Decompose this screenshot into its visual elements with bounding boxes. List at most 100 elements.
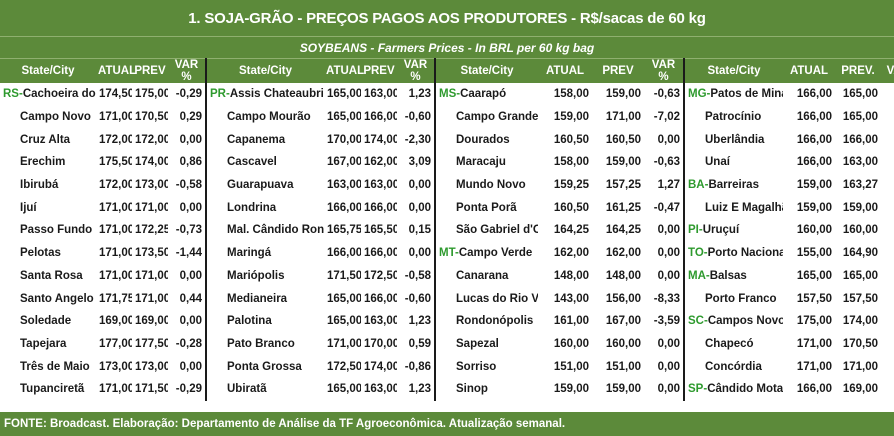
atual-price: 165,00 [327,88,361,101]
atual-price: 175,00 [796,315,832,328]
var-percent: 0,00 [179,133,202,146]
var-percent: -2,30 [404,133,431,146]
source-footer: FONTE: Broadcast. Elaboração: Departamen… [0,412,894,436]
prev-price: 163,00 [364,315,397,328]
city-name: Santa Rosa [20,269,83,282]
atual-price: 165,00 [327,315,361,328]
atual-price: 166,00 [796,156,832,169]
prev-price: 157,50 [842,292,878,305]
atual-price: 164,25 [553,224,589,237]
city-cell: Luiz E Magalhães [683,196,783,220]
prev-price: 161,25 [605,201,641,214]
prev-price: 175,00 [135,88,168,101]
prev-price: 166,00 [364,292,397,305]
city-name: Ponta Grossa [227,360,302,373]
city-cell: BA-Barreiras [683,173,783,197]
header-atual-2: ATUAL [324,58,364,83]
header-city-2: State/City [205,58,324,83]
var-percent: -0,86 [404,360,431,373]
atual-price: 162,00 [553,247,589,260]
city-cell: PR-Assis Chateaubriand [205,83,324,106]
city-name: Palotina [227,315,272,328]
prev-price: 173,00 [135,360,168,373]
city-cell: Sapezal [434,332,538,356]
city-name: Ubiratã [227,383,267,396]
atual-price: 165,75 [327,224,361,237]
table-row: Pelotas 171,00 173,50 -1,44 Maringá 166,00 166… [0,241,894,265]
prev-price: 174,00 [364,360,397,373]
city-name: Concórdia [705,360,762,373]
var-percent: -1,78 [881,378,894,401]
state-separator: - [698,224,703,237]
prev-price: 160,00 [842,224,878,237]
city-name: Sinop [456,383,488,396]
prev-price: 166,00 [364,201,397,214]
var-percent: -2,62 [881,174,894,197]
city-name: Uberlândia [705,133,765,146]
state-code: MT [439,247,455,260]
prev-price: 156,00 [605,292,641,305]
city-cell: MT-Campo Verde [434,241,538,265]
atual-price: 160,00 [796,224,832,237]
header-var-1: VAR % [168,58,206,83]
city-cell: Chapecó [683,332,783,356]
prev-price: 159,00 [605,156,641,169]
var-percent: -8,33 [653,292,680,305]
city-cell: Londrina [205,196,324,220]
city-cell: Cascavel [205,151,324,174]
prev-price: 174,00 [135,156,168,169]
city-name: Canarana [456,269,509,282]
city-cell: Campo Mourão [205,105,324,129]
city-name: Tupanciretã [20,383,85,396]
atual-price: 171,00 [99,247,132,260]
var-percent: 0,00 [881,219,894,242]
city-name: Chapecó [705,337,754,350]
atual-price: 159,00 [553,111,589,124]
city-cell: Unaí [683,151,783,174]
atual-price: 166,00 [327,247,361,260]
state-separator: - [225,88,230,101]
atual-price: 159,00 [553,383,589,396]
city-cell: Tapejara [0,333,96,356]
var-percent: -0,28 [175,337,202,350]
city-cell: Campo Grande [434,105,538,129]
atual-price: 160,50 [553,201,589,214]
var-percent: 0,00 [408,179,431,192]
city-cell: Ibirubá [0,174,96,197]
city-cell: Canarana [434,264,538,288]
table-row: Passo Fundo 171,00 172,25 -0,73 Mal. Cândido… [0,219,894,242]
header-prev-4: PREV. [835,58,881,83]
prev-price: 170,50 [135,111,168,124]
city-cell: São Gabriel d'Oeste [434,219,538,242]
city-name: Campo Verde [458,247,533,260]
var-percent: 0,00 [657,383,680,396]
var-percent: 0,00 [657,133,680,146]
city-cell: Maracaju [434,151,538,174]
city-name: Cachoeira do Sul [22,88,96,101]
city-cell: Ponta Grossa [205,355,324,378]
table-row: Campo Novo 171,00 170,50 0,29 Campo Mourão 16… [0,105,894,129]
prev-price: 162,00 [605,247,641,260]
report-subtitle: SOYBEANS - Farmers Prices - In BRL per 6… [0,36,894,59]
state-separator: - [703,383,708,396]
var-percent: 0,00 [657,269,680,282]
city-cell: Rondonópolis [434,309,538,333]
state-code: MS [439,88,457,101]
var-percent: 0,00 [179,315,202,328]
var-percent: -0,29 [175,383,202,396]
atual-price: 166,00 [327,201,361,214]
city-cell: Pato Branco [205,332,324,356]
atual-price: 159,25 [553,179,589,192]
table-row: Cruz Alta 172,00 172,00 0,00 Capanema 170,00 1… [0,128,894,152]
city-cell: Lucas do Rio Verde [434,287,538,310]
city-cell: MS-Caarapó [434,83,538,106]
var-percent: 1,84 [881,151,894,174]
city-cell: Pelotas [0,242,96,265]
prev-price: 173,00 [135,179,168,192]
var-percent: -0,63 [653,156,680,169]
header-prev-3: PREV [592,58,644,83]
var-percent: -0,47 [653,201,680,214]
city-cell: Erechim [0,151,96,174]
table-body: RS-Cachoeira do Sul174,50175,00-0,29PR-A… [0,83,894,401]
